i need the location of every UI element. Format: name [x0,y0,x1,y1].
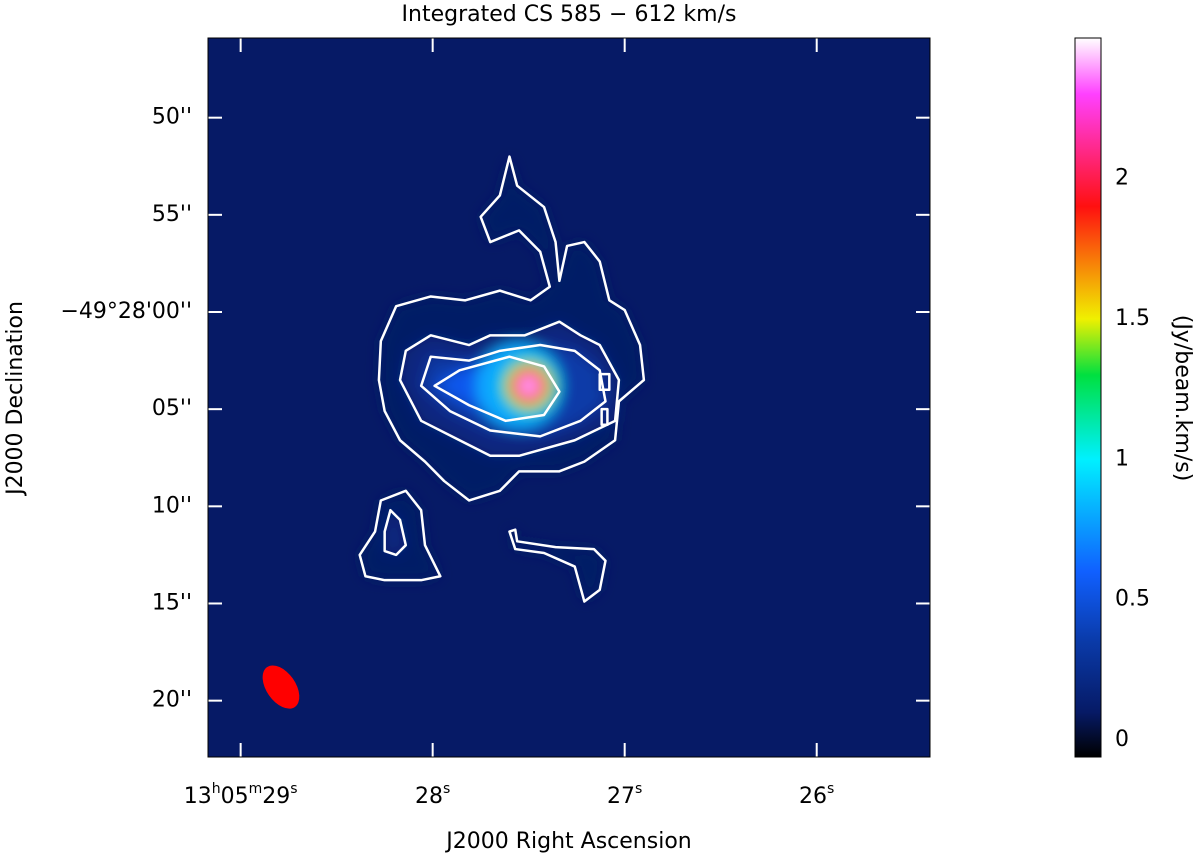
chart-title: Integrated CS 585 − 612 km/s [402,2,737,27]
emission [359,156,644,602]
colorbar-tick-label: 0 [1115,727,1129,752]
y-axis-label: J2000 Declination [3,301,28,497]
x-tick-label: 28s [415,781,450,809]
colorbar-tick-label: 1 [1115,446,1129,471]
emission-core [518,376,539,396]
colorbar [1074,37,1102,758]
y-tick-label: 50'' [152,105,192,130]
y-tick-label: 05'' [152,396,192,421]
emission-level [601,409,608,425]
colorbar-tick-label: 2 [1115,165,1129,190]
contour-line [598,372,611,391]
axes: 13h05m29s 28s 27s 26s 50'' 55'' −49°28'00'' 05'… [60,38,1150,809]
emission-level [384,510,406,555]
contour-line [419,343,607,438]
contour-line [377,155,646,502]
map [262,155,646,709]
colorbar-tick-label: 0.5 [1115,587,1150,612]
contour-line [358,489,442,582]
x-tick-label: 27s [607,781,642,809]
x-tick-label: 13h05m29s [184,781,298,809]
y-tick-label: 20'' [152,688,192,713]
y-tick-label: 15'' [152,590,192,615]
plot-frame [207,37,931,758]
y-tick-label: 55'' [152,202,192,227]
contour-line [508,528,607,603]
y-tick-label: 10'' [152,493,192,518]
x-axis-label: J2000 Right Ascension [444,829,691,854]
contours [358,155,646,603]
x-tick-label: 26s [799,781,834,809]
beam [262,665,300,709]
contour-line [600,407,609,426]
contour-line [383,508,408,557]
contour-line [398,320,621,458]
colorbar-label: (Jy/beam.km/s) [1170,315,1195,482]
colorbar-tick-label: 1.5 [1115,306,1150,331]
emission-level [509,529,606,602]
y-tick-label: −49°28'00'' [60,299,192,324]
contour-line [433,355,561,423]
